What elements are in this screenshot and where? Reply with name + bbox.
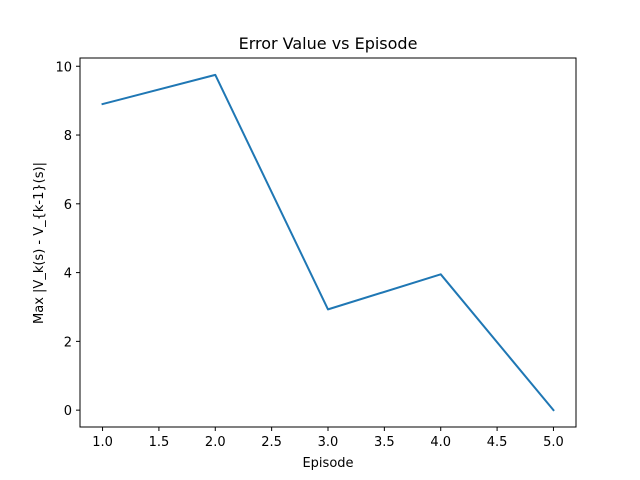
x-tick-label: 1.0 <box>92 435 113 450</box>
y-tick-label: 2 <box>64 335 72 350</box>
x-axis: 1.0 1.5 2.0 2.5 3.0 3.5 4.0 4.5 5.0 <box>92 427 564 450</box>
x-tick-label: 4.5 <box>487 435 508 450</box>
x-tick-label: 1.5 <box>149 435 170 450</box>
y-tick-label: 0 <box>64 404 72 419</box>
x-tick-label: 3.0 <box>318 435 339 450</box>
y-tick-label: 10 <box>55 60 72 75</box>
x-tick-label: 3.5 <box>374 435 395 450</box>
y-tick-label: 6 <box>64 198 72 213</box>
x-tick-label: 2.5 <box>261 435 282 450</box>
x-tick-label: 2.0 <box>205 435 226 450</box>
series-line <box>101 73 555 412</box>
y-axis: 0 2 4 6 8 10 <box>55 60 80 419</box>
plot-area <box>101 73 555 412</box>
plot-frame <box>79 57 577 428</box>
y-tick-label: 8 <box>64 129 72 144</box>
x-tick-label: 5.0 <box>543 435 564 450</box>
x-tick-label: 4.0 <box>430 435 451 450</box>
y-axis-label: Max |V_k(s) - V_{k-1}(s)| <box>32 162 47 324</box>
chart-title: Error Value vs Episode <box>239 34 418 53</box>
y-tick-label: 4 <box>64 267 72 282</box>
x-axis-label: Episode <box>302 456 353 471</box>
